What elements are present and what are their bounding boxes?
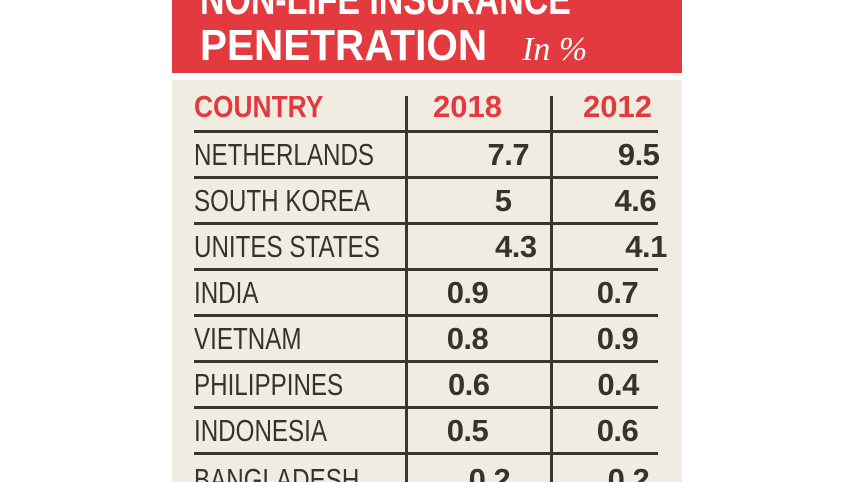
value-2018: 0.5 [446,412,489,448]
country-name: INDIA [194,274,259,310]
value-2018-cell: 0.8 [384,321,551,357]
country-cell: BANGLADESH [194,462,406,482]
value-2012-cell: 0.9 [551,321,658,357]
column-divider-2 [550,96,553,482]
title-line-1: NON-LIFE INSURANCE [200,0,682,23]
value-2018: 7.7 [487,136,530,172]
table-row: INDONESIA 0.5 0.6 [194,409,658,455]
value-2018: 0.6 [447,366,490,402]
unit-note: In % [522,31,588,68]
value-2012-cell: 0.2 [573,462,658,482]
value-2018-cell: 0.2 [406,462,573,482]
data-table: COUNTRY 2018 2012 NETHERLANDS 7.7 9.5 SOUTH… [194,80,667,482]
value-2012-cell: 0.7 [551,275,658,311]
value-2012: 0.6 [596,412,639,448]
value-2012-cell: 0.6 [551,413,658,449]
title-line-2-text: PENETRATION [200,21,488,70]
value-2018-cell: 5 [420,183,587,219]
table-row: UNITES STATES 4.3 4.1 [194,225,667,271]
country-cell: NETHERLANDS [194,137,425,173]
value-2018-cell: 7.7 [425,137,592,173]
value-2012-cell: 9.5 [592,137,660,173]
value-2018: 0.8 [446,320,489,356]
value-2018: 4.3 [494,228,537,264]
table-row: VIETNAM 0.8 0.9 [194,317,658,363]
country-name: BANGLADESH [194,462,360,482]
value-2012: 9.5 [617,136,660,172]
value-2012: 4.1 [625,228,667,264]
country-cell: INDIA [194,275,384,311]
country-cell: VIETNAM [194,321,384,357]
table-row: PHILIPPINES 0.6 0.4 [194,363,658,409]
value-2018-cell: 4.3 [432,229,599,265]
value-2012: 0.4 [597,366,639,402]
table-row: SOUTH KOREA 5 4.6 [194,179,658,225]
country-name: NETHERLANDS [194,136,375,172]
country-cell: SOUTH KOREA [194,183,420,219]
value-2018-cell: 0.6 [385,367,552,403]
data-table-panel: COUNTRY 2018 2012 NETHERLANDS 7.7 9.5 SOUTH… [172,80,682,482]
country-name: UNITES STATES [194,228,380,264]
table-row: NETHERLANDS 7.7 9.5 [194,133,660,179]
value-2012: 0.7 [596,274,639,310]
column-header-2018: 2018 [433,89,502,124]
country-cell: UNITES STATES [194,229,432,265]
value-2018: 5 [494,182,512,218]
value-2018: 0.2 [468,462,511,482]
column-divider-1 [405,96,408,482]
country-cell: INDONESIA [194,413,384,449]
value-2012-cell: 4.1 [599,229,667,265]
title-line-2: PENETRATION In % [200,23,682,73]
value-2018-cell: 0.5 [384,413,551,449]
country-name: PHILIPPINES [194,366,344,402]
column-header-country-label: COUNTRY [194,89,324,124]
value-2018-cell: 0.9 [384,275,551,311]
table-row: INDIA 0.9 0.7 [194,271,658,317]
country-name: INDONESIA [194,412,328,448]
value-2018: 0.9 [446,274,489,310]
value-2012: 0.2 [607,462,650,482]
table-body: NETHERLANDS 7.7 9.5 SOUTH KOREA 5 4.6 UNITES S… [194,133,667,482]
column-header-2012: 2012 [583,89,652,124]
column-header-country: COUNTRY [194,89,384,125]
country-name: VIETNAM [194,320,302,356]
country-cell: PHILIPPINES [194,367,385,403]
title-line-1-text: NON-LIFE INSURANCE [200,0,571,23]
value-2012-cell: 4.6 [587,183,658,219]
country-name: SOUTH KOREA [194,182,371,218]
table-header-row: COUNTRY 2018 2012 [194,80,658,133]
value-2012-cell: 0.4 [552,367,658,403]
table-row: BANGLADESH 0.2 0.2 [194,455,658,482]
value-2012: 4.6 [614,182,657,218]
value-2012: 0.9 [596,320,639,356]
title-banner: NON-LIFE INSURANCE PENETRATION In % [172,0,682,73]
